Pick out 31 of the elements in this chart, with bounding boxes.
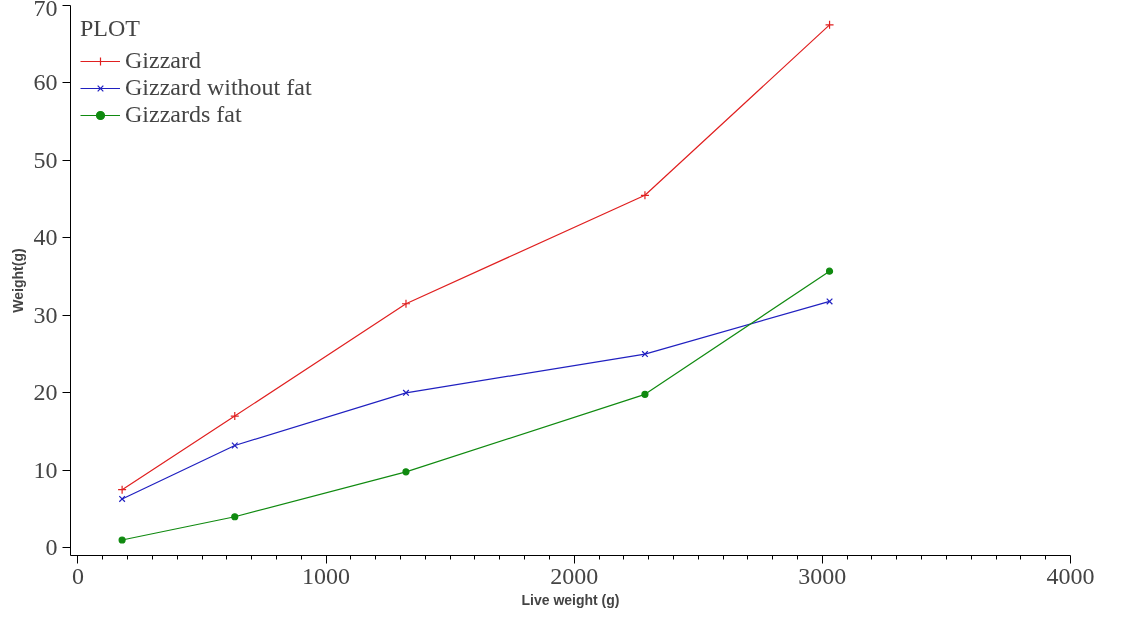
x-tick-label: 4000 [1046,562,1095,589]
legend-title: PLOT [80,15,141,42]
point [402,389,410,397]
y-axis-title: Weight(g) [9,248,26,313]
x-tick-label: 1000 [302,562,351,589]
point [231,442,239,449]
point [640,190,650,200]
x-tick-label: 0 [71,562,84,589]
point [117,485,127,495]
point [824,20,835,30]
point [401,299,411,309]
y-tick-label: 70 [33,0,58,21]
point [118,536,126,544]
y-tick-label: 30 [33,301,58,328]
x-axis-title: Live weight (g) [521,591,620,608]
point [402,468,410,476]
y-tick-label: 60 [33,69,58,96]
point [231,513,239,521]
y-tick-label: 10 [33,456,58,483]
point [641,390,649,398]
point [230,411,240,421]
y-tick-label: 20 [33,379,58,406]
point [825,267,834,275]
y-tick-label: 50 [33,146,58,173]
legend-label: Gizzards fat [125,101,242,128]
y-tick-label: 0 [45,534,58,561]
x-tick-label: 2000 [550,562,599,589]
y-tick-label: 40 [33,224,58,251]
legend-label: Gizzard without fat [125,74,312,101]
legend-label: Gizzard [125,47,201,74]
x-tick-label: 3000 [798,562,847,589]
